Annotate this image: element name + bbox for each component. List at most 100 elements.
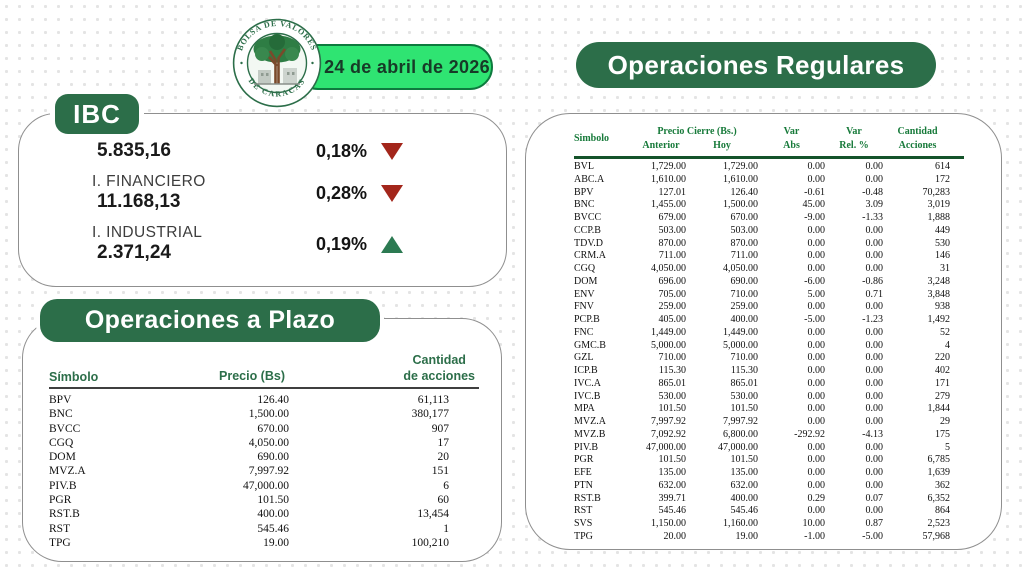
cell: 0.00 xyxy=(807,467,826,478)
cell: 1,500.00 xyxy=(248,408,289,421)
cell: 0.00 xyxy=(807,505,826,517)
cell: 400.00 xyxy=(730,492,759,504)
table-row: GMC.B 5,000.00 5,000.00 0.00 0.00 4 xyxy=(574,340,964,353)
cell: 100,210 xyxy=(411,536,449,549)
cell: ENV xyxy=(574,288,595,300)
cell: 0.00 xyxy=(807,479,826,491)
cell: 31 xyxy=(940,263,950,274)
cell: 126.40 xyxy=(730,186,759,198)
cell: 1,455.00 xyxy=(651,199,686,211)
cell: 0.00 xyxy=(865,479,884,491)
cell: RST xyxy=(574,505,593,517)
cell: BPV xyxy=(49,394,72,406)
cell: 146 xyxy=(935,250,950,262)
cell: 7,092.92 xyxy=(651,428,686,440)
cell: PIV.B xyxy=(574,441,598,453)
cell: 135.00 xyxy=(658,467,687,478)
cell: MVZ.A xyxy=(574,416,606,427)
cell: PGR xyxy=(574,454,594,466)
cell: 6 xyxy=(443,479,449,492)
cell: MVZ.A xyxy=(49,465,86,478)
index-change: 0,18% xyxy=(315,140,367,161)
date-label: 24 de abril de 2026 xyxy=(324,56,490,77)
cell: 0.00 xyxy=(865,403,884,415)
cell: 0.00 xyxy=(865,441,884,453)
cell: 47,000.00 xyxy=(243,479,289,492)
cell: 0.00 xyxy=(865,365,884,376)
header-rule xyxy=(574,156,964,159)
cell: 127.01 xyxy=(658,186,687,198)
cell: 380,177 xyxy=(411,408,449,421)
cell: 0.00 xyxy=(807,237,826,249)
cell: -0.61 xyxy=(804,186,825,198)
cell: 545.46 xyxy=(730,505,759,517)
cell: 400.00 xyxy=(730,314,759,325)
table-row: DOM 690.00 20 xyxy=(49,450,449,464)
cell: 0.87 xyxy=(865,518,884,529)
cell: BVCC xyxy=(49,422,81,435)
cell: GMC.B xyxy=(574,339,606,351)
cell: -0.86 xyxy=(862,275,883,287)
table-row: PIV.B 47,000.00 6 xyxy=(49,479,449,493)
table-row: BVCC 670.00 907 xyxy=(49,422,449,436)
table-row: CGQ 4,050.00 4,050.00 0.00 0.00 31 xyxy=(574,263,964,276)
regulares-panel: Simbolo Precio Cierre (Bs.) Anterior Hoy… xyxy=(525,113,1002,550)
cell: 3,848 xyxy=(927,288,951,300)
cell: 57,968 xyxy=(922,530,951,542)
cell: IVC.A xyxy=(574,377,601,389)
cell: DOM xyxy=(49,451,76,464)
cell: 3,019 xyxy=(927,199,951,211)
cell: 0.07 xyxy=(865,492,884,504)
ibc-row-financiero: I. FINANCIERO 11.168,13 0,28% xyxy=(92,173,403,213)
cell: 135.00 xyxy=(730,467,759,478)
cell: 10.00 xyxy=(802,518,826,529)
cell: 0.00 xyxy=(865,416,884,427)
table-row: DOM 696.00 690.00 -6.00 -0.86 3,248 xyxy=(574,276,964,289)
cell: 70,283 xyxy=(922,186,951,198)
column-header-var-abs: Var Abs xyxy=(783,126,800,151)
cell: 19.00 xyxy=(735,530,759,542)
table-row: EFE 135.00 135.00 0.00 0.00 1,639 xyxy=(574,467,964,480)
cell: 0.29 xyxy=(807,492,826,504)
cell: 711.00 xyxy=(730,250,758,262)
cell: 0.00 xyxy=(807,250,826,262)
table-row: MVZ.A 7,997.92 7,997.92 0.00 0.00 29 xyxy=(574,416,964,429)
cell: BNC xyxy=(574,199,595,211)
ibc-row-industrial: I. INDUSTRIAL 2.371,24 0,19% xyxy=(92,224,403,264)
cell: EFE xyxy=(574,467,592,478)
plazo-title-label: Operaciones a Plazo xyxy=(84,306,336,334)
table-row: CRM.A 711.00 711.00 0.00 0.00 146 xyxy=(574,250,964,263)
table-row: TPG 20.00 19.00 -1.00 -5.00 57,968 xyxy=(574,531,964,544)
cell: 362 xyxy=(935,479,950,491)
cell: -1.00 xyxy=(804,530,825,542)
cell: 907 xyxy=(431,422,449,435)
cell: BVL xyxy=(574,161,594,172)
cell: 3.09 xyxy=(865,199,884,211)
cell: 0.00 xyxy=(865,237,884,249)
cell: TPG xyxy=(574,530,593,542)
cell: 17 xyxy=(437,436,450,449)
cell: 7,997.92 xyxy=(651,416,686,427)
table-row: TPG 19.00 100,210 xyxy=(49,536,449,550)
cell: FNV xyxy=(574,301,595,313)
cell: -0.48 xyxy=(862,186,883,198)
cell: 45.00 xyxy=(802,199,826,211)
bvc-logo: BOLSA DE VALORES DE CARACAS xyxy=(232,18,322,108)
table-row: TDV.D 870.00 870.00 0.00 0.00 530 xyxy=(574,238,964,251)
cell: 4 xyxy=(945,339,950,351)
cell: 5.00 xyxy=(807,288,826,300)
cell: 530.00 xyxy=(658,390,687,402)
cell: 0.00 xyxy=(865,505,884,517)
cell: 0.00 xyxy=(865,390,884,402)
cell: 0.00 xyxy=(807,263,826,274)
cell: 279 xyxy=(935,390,950,402)
cell: PTN xyxy=(574,479,593,491)
table-row: MVZ.B 7,092.92 6,800.00 -292.92 -4.13 175 xyxy=(574,429,964,442)
cell: 399.71 xyxy=(658,492,687,504)
cell: 0.00 xyxy=(865,339,884,351)
table-row: GZL 710.00 710.00 0.00 0.00 220 xyxy=(574,352,964,365)
column-header-quantity: Cantidad Acciones xyxy=(897,126,938,151)
cell: 29 xyxy=(940,416,950,427)
cell: 614 xyxy=(935,161,950,172)
table-row: RST 545.46 545.46 0.00 0.00 864 xyxy=(574,505,964,518)
